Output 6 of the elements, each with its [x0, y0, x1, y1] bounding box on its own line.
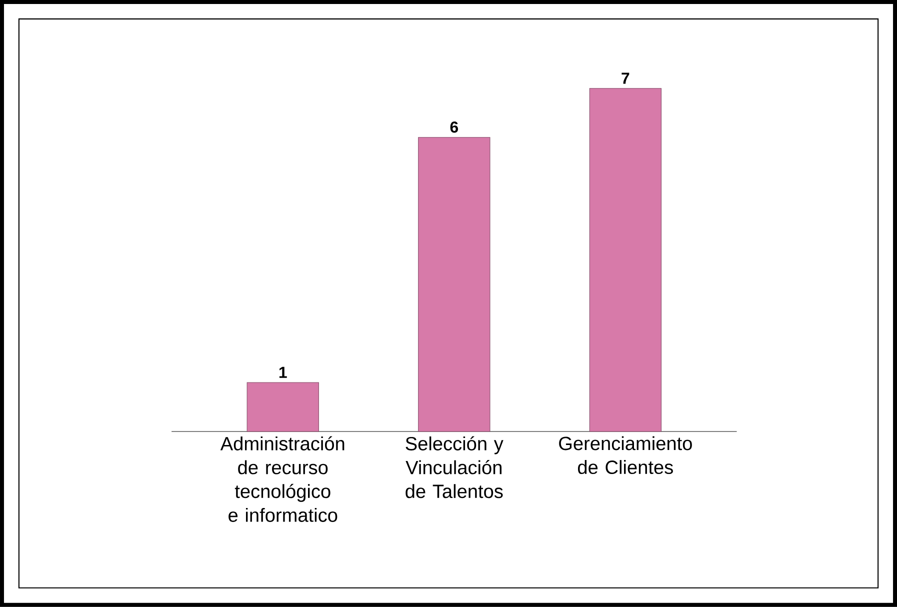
data-label: 6 [450, 122, 458, 133]
x-tick-label: Administración de recurso tecnológico e informatico [220, 436, 344, 522]
x-tick-label: Gerenciamiento de Clientes [559, 436, 692, 474]
data-label: 1 [279, 366, 287, 378]
data-label: 7 [622, 72, 630, 84]
x-tick-label: Selección y Vinculación de Talentos [406, 436, 504, 498]
